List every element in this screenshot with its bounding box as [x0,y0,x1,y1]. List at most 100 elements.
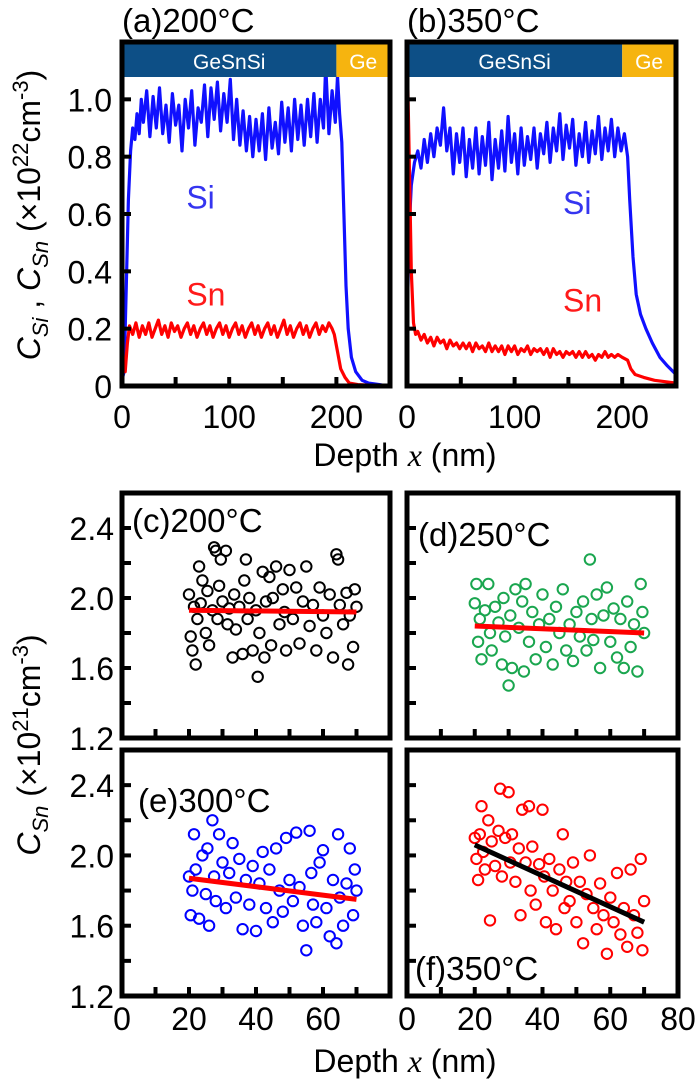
scatter-point [201,584,214,598]
scatter-point [536,803,549,816]
scatter-point [191,612,204,626]
layer-bar-ge [622,44,676,77]
panel-f [468,782,651,960]
scatter-point [514,909,527,922]
scatter-point [226,651,239,664]
scatter-point [560,644,573,657]
scatter-point [590,588,603,601]
scatter-point [536,588,549,601]
scatter-point [196,574,209,587]
scatter-point [229,623,243,636]
series-line-sn [407,42,676,385]
scatter-point [296,595,310,608]
scatter-point [241,612,254,626]
scatter-point [223,866,236,880]
scatter-point [495,870,509,883]
scatter-point [228,588,241,601]
scatter-point [199,626,213,640]
scatter-point [597,609,610,622]
scatter-point [186,884,199,897]
panel-c [182,541,363,683]
scatter-point [483,914,497,927]
scatter-point [549,923,563,936]
layer-bar-ge [336,44,390,77]
y-tick-label: 2.4 [70,768,114,804]
scatter-point [502,786,515,799]
panel-frame-d [404,490,681,741]
scatter-point [316,844,330,857]
scatter-point [330,548,343,561]
scatter-point [313,581,326,594]
scatter-point [522,800,536,813]
scatter-point [212,828,226,841]
scatter-point [303,619,316,633]
scatter-point [600,581,614,594]
scatter-point [637,894,651,908]
scatter-point [323,588,336,601]
scatter-point [573,875,586,888]
scatter-point [229,891,243,904]
scatter-point [192,560,206,573]
chart-marks [119,39,681,999]
scatter-point [326,651,340,664]
scatter-point [276,583,289,596]
scatter-point [226,836,239,850]
scatter-point [597,909,610,922]
series-label-si: Si [186,179,214,215]
scatter-point [529,898,542,911]
series-label-si: Si [563,185,591,221]
scatter-point [273,618,286,631]
scatter-point [266,916,279,929]
y-tick-label: 1.2 [70,721,114,757]
scatter-point [333,598,346,612]
scatter-point [341,658,355,671]
scatter-point [519,577,532,591]
scatter-point [634,852,647,866]
scatter-point [249,924,263,938]
scatter-point [305,866,318,880]
scatter-point [516,803,529,816]
x-tick-label: 60 [305,1001,341,1037]
scatter-point [348,583,361,596]
bottom-x-axis-title: Depth x (nm) [313,1043,496,1079]
scatter-point [470,577,483,591]
scatter-point [346,640,360,654]
scatter-point [583,553,597,566]
scatter-point [590,923,603,936]
y-tick-label: 0.4 [68,254,112,290]
fit-line [188,607,357,615]
scatter-point [524,884,537,897]
scatter-point [310,916,323,929]
scatter-point [283,563,296,577]
scatter-point [621,940,634,953]
scatter-point [326,873,340,887]
scatter-point [505,828,519,841]
panel-label-b: (b)350°C [407,2,539,39]
scatter-point [199,887,213,901]
x-tick-label: 0 [398,1001,416,1037]
panel-label-d: (d)250°C [418,516,550,553]
scatter-point [636,605,649,619]
scatter-point [350,884,363,897]
scatter-point [306,598,320,612]
layer-bar-gesnsi [122,44,337,77]
scatter-point [243,898,256,911]
x-tick-label: 80 [660,1001,696,1037]
x-tick-label: 200 [596,399,649,435]
scatter-point [556,828,569,841]
scatter-point [259,901,273,915]
scatter-point [517,665,531,678]
scatter-point [239,553,253,566]
scatter-point [621,595,634,608]
scatter-point [236,923,249,936]
x-tick-label: 40 [238,1001,274,1037]
scatter-point [483,626,497,640]
scatter-point [189,658,202,671]
panel-frame-e [119,747,393,999]
scatter-point [233,852,246,866]
layer-label-gesnsi: GeSnSi [478,51,550,74]
fit-line [188,875,357,902]
y-tick-label: 1.0 [68,82,112,118]
fit-line [473,842,646,925]
y-tick-label: 0.2 [68,312,112,348]
